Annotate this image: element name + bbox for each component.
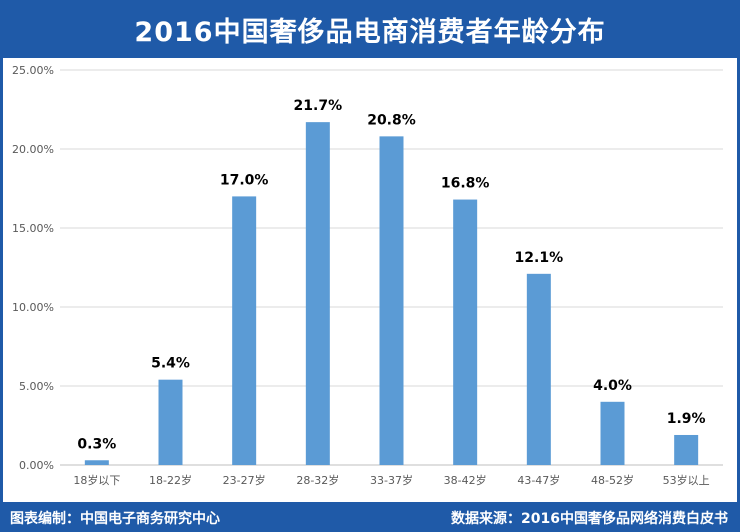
y-tick-label: 25.00% xyxy=(12,64,54,77)
y-tick-label: 20.00% xyxy=(12,143,54,156)
data-label: 1.9% xyxy=(667,411,706,427)
bar-chart: 0.00% 5.00% 10.00% 15.00% 20.00% 25.00% 0.3% 18… xyxy=(12,64,723,487)
bar xyxy=(84,460,109,465)
bar xyxy=(232,196,257,465)
data-label: 20.8% xyxy=(367,112,416,128)
x-tick-label: 48-52岁 xyxy=(591,473,634,487)
data-label: 17.0% xyxy=(220,172,269,188)
x-tick-label: 18岁以下 xyxy=(73,473,120,487)
chart-title: 2016中国奢侈品电商消费者年龄分布 xyxy=(134,16,606,48)
footer-source-text: 数据来源：2016中国奢侈品网络消费白皮书 xyxy=(451,511,728,527)
footer-bar: 图表编制：中国电子商务研究中心 数据来源：2016中国奢侈品网络消费白皮书 xyxy=(0,502,740,532)
bar xyxy=(379,136,404,466)
x-tick-label: 23-27岁 xyxy=(223,473,266,487)
x-tick-label: 28-32岁 xyxy=(296,473,339,487)
bar xyxy=(453,199,478,465)
data-label: 0.3% xyxy=(77,436,116,452)
x-tick-label: 38-42岁 xyxy=(444,473,487,487)
bar xyxy=(526,273,551,465)
data-label: 5.4% xyxy=(151,356,190,372)
title-bar: 2016中国奢侈品电商消费者年龄分布 xyxy=(0,0,740,58)
data-label: 21.7% xyxy=(294,98,343,114)
y-tick-label: 15.00% xyxy=(12,222,54,235)
bar xyxy=(600,401,625,465)
data-label: 12.1% xyxy=(515,250,564,266)
x-tick-label: 53岁以上 xyxy=(663,473,710,487)
data-label: 16.8% xyxy=(441,176,490,192)
y-tick-label: 0.00% xyxy=(19,459,54,472)
x-tick-label: 33-37岁 xyxy=(370,473,413,487)
footer-compiler-text: 图表编制：中国电子商务研究中心 xyxy=(10,511,220,527)
x-tick-label: 43-47岁 xyxy=(517,473,560,487)
bar xyxy=(158,379,183,465)
data-label: 4.0% xyxy=(593,378,632,394)
y-tick-label: 5.00% xyxy=(19,380,54,393)
bar xyxy=(674,434,699,465)
y-tick-label: 10.00% xyxy=(12,301,54,314)
x-tick-label: 18-22岁 xyxy=(149,473,192,487)
bar xyxy=(305,122,330,465)
plot-area: 0.00% 5.00% 10.00% 15.00% 20.00% 25.00% 0.3% 18… xyxy=(0,58,740,502)
